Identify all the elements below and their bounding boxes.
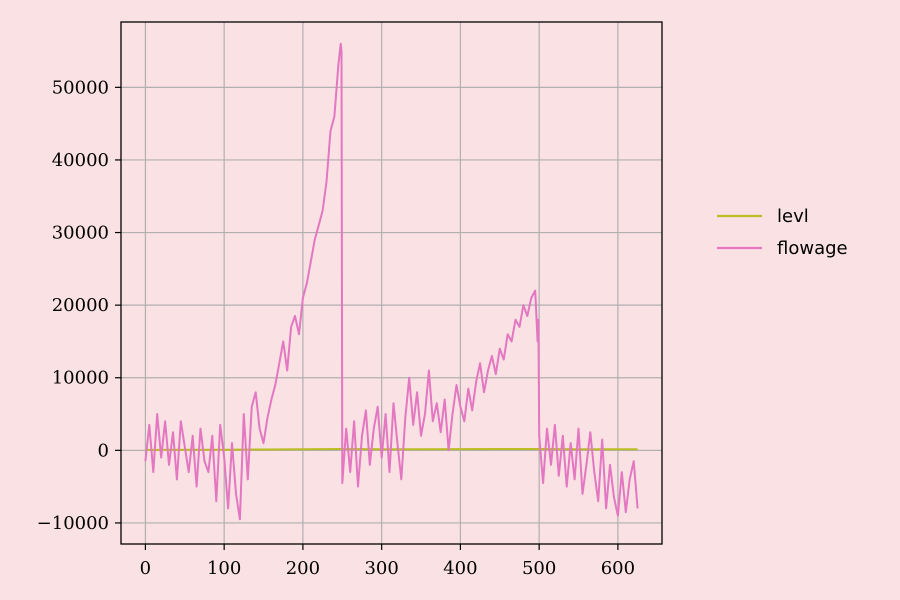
y-tick-label: 50000 <box>52 77 109 98</box>
x-axis: 0 100 200 300 400 500 600 <box>140 544 635 579</box>
plot-frame <box>120 21 663 545</box>
y-tick-label: 40000 <box>52 150 109 171</box>
series-lines <box>144 42 639 521</box>
y-tick-label: 20000 <box>52 295 109 316</box>
x-tick-label: 500 <box>522 558 556 579</box>
x-tick-label: 300 <box>364 558 398 579</box>
y-axis: −10000 0 10000 20000 30000 40000 50000 <box>37 77 121 534</box>
x-tick-label: 400 <box>443 558 477 579</box>
x-tick-label: 100 <box>207 558 241 579</box>
x-tick-label: 600 <box>601 558 635 579</box>
x-tick-label: 200 <box>286 558 320 579</box>
y-tick-label: −10000 <box>37 513 109 534</box>
legend-label-levl: levl <box>777 206 809 227</box>
legend-label-flowage: flowage <box>777 238 848 259</box>
plot-area <box>120 21 663 545</box>
y-tick-label: 10000 <box>52 368 109 389</box>
y-tick-label: 0 <box>98 440 109 461</box>
x-tick-label: 0 <box>140 558 151 579</box>
series-line-flowage <box>144 42 639 521</box>
legend: levl flowage <box>717 206 848 259</box>
y-tick-label: 30000 <box>52 223 109 244</box>
